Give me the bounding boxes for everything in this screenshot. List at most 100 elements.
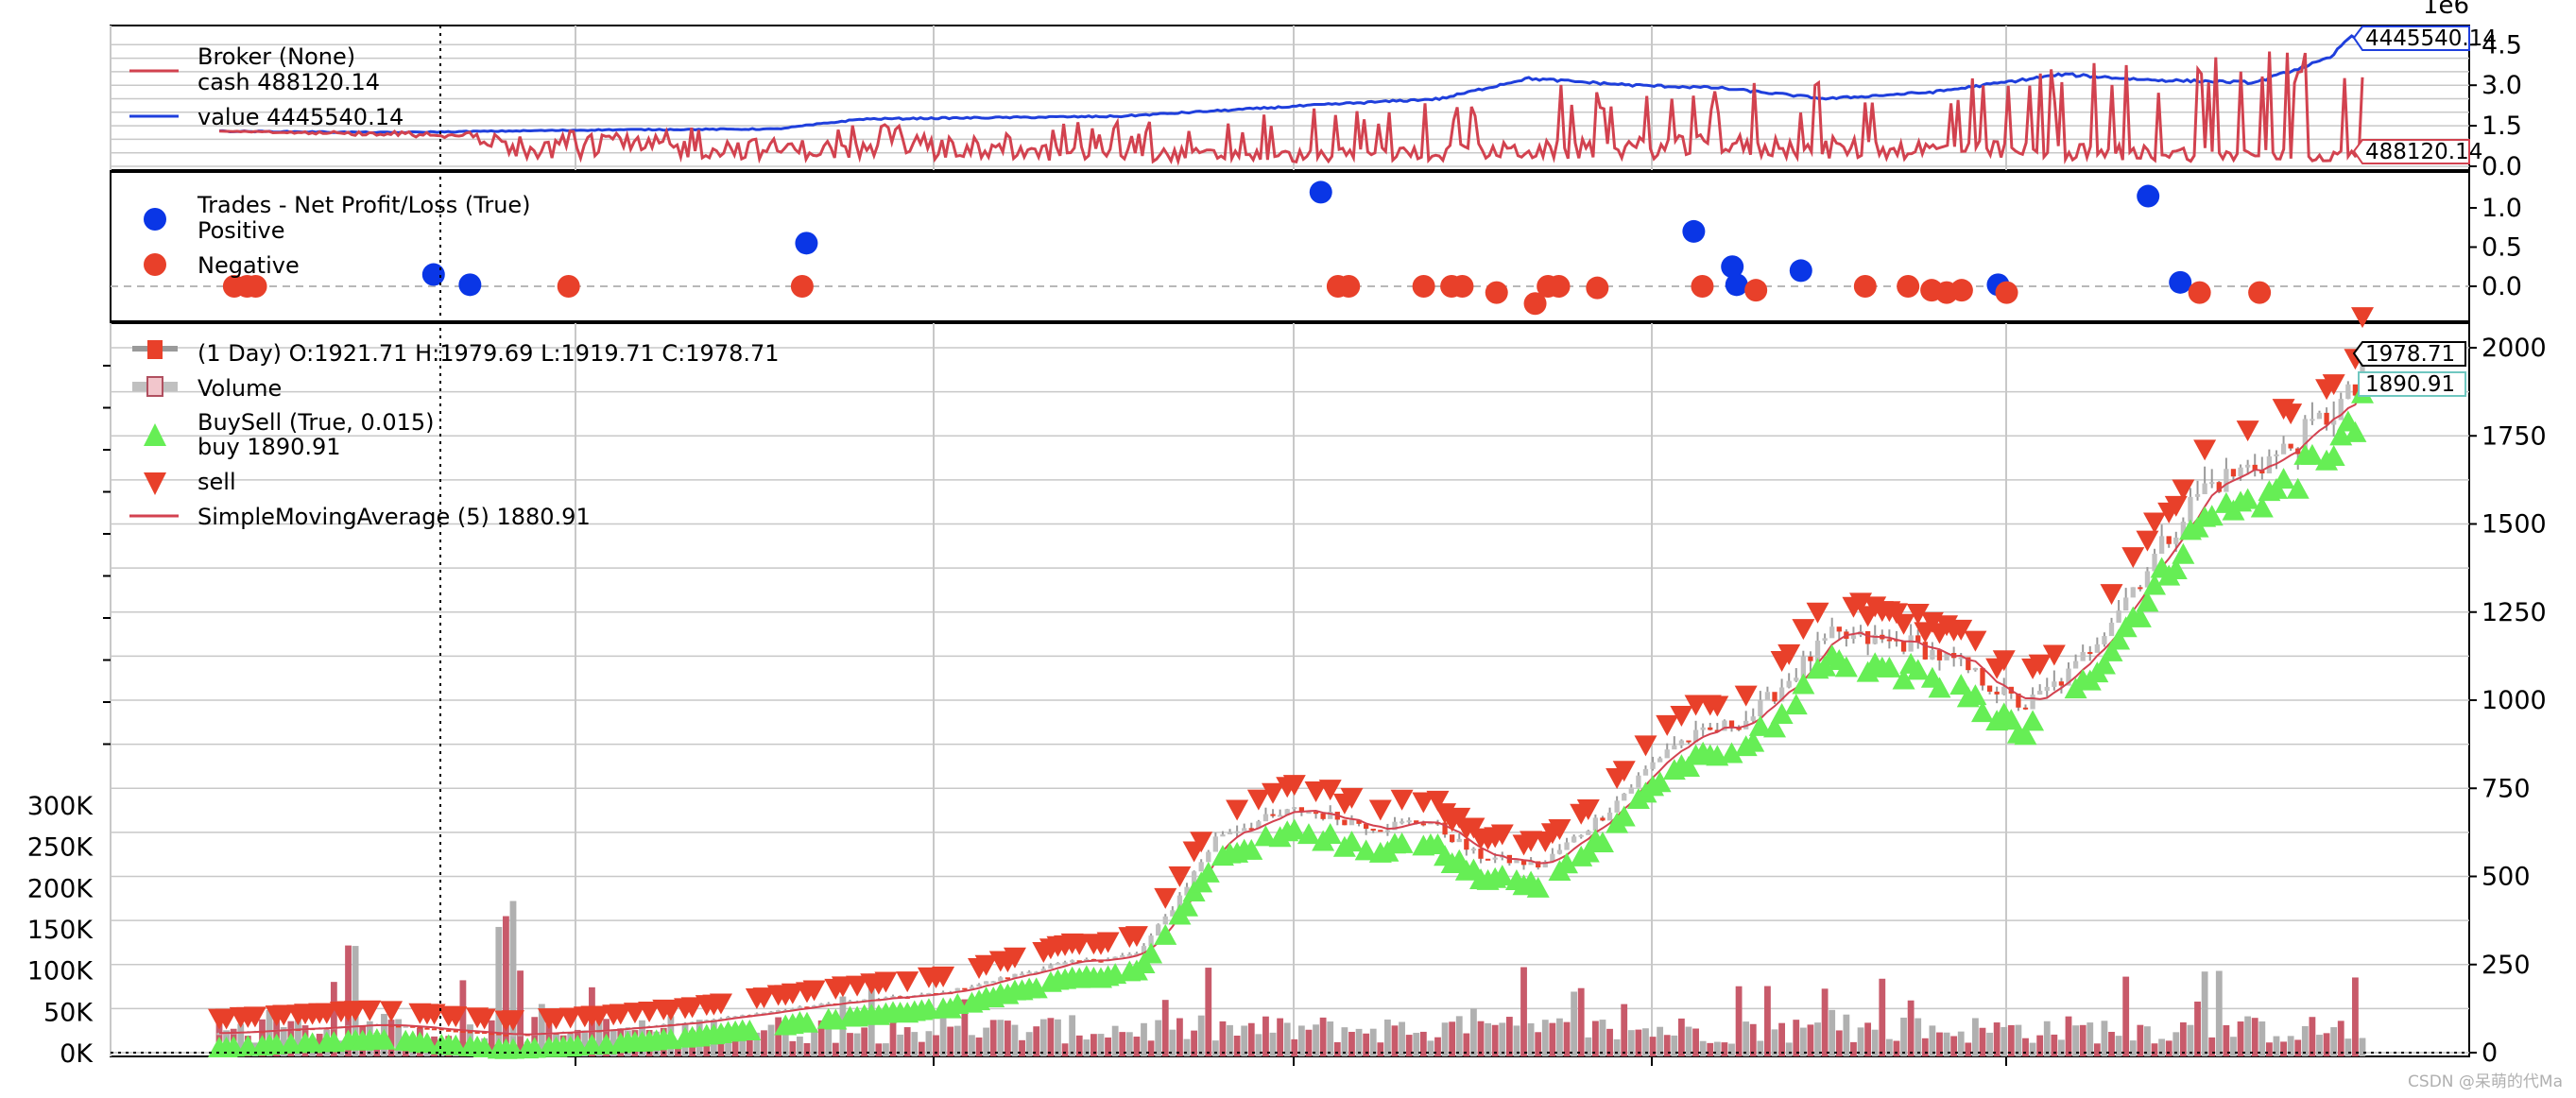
sell-marker bbox=[1226, 799, 1249, 821]
candle-body bbox=[1420, 823, 1426, 826]
candle-body bbox=[797, 1006, 803, 1009]
candle-body bbox=[754, 1013, 760, 1016]
sell-marker bbox=[1368, 799, 1392, 821]
candle-body bbox=[969, 986, 975, 989]
candle-body bbox=[410, 1025, 416, 1028]
buy-marker bbox=[1282, 818, 1306, 840]
volume-bar bbox=[1105, 1037, 1111, 1056]
volume-bar bbox=[1957, 1031, 1965, 1056]
volume-bar bbox=[2007, 1024, 2015, 1056]
candle-body bbox=[1084, 958, 1090, 962]
volume-bar bbox=[1055, 1019, 1061, 1056]
buy-marker bbox=[1576, 841, 1600, 863]
sell-marker bbox=[1462, 817, 1485, 839]
volume-bar bbox=[2265, 1042, 2273, 1056]
volume-bar bbox=[1677, 1018, 1685, 1056]
volume-bar bbox=[1405, 1035, 1413, 1056]
volume-bar bbox=[2179, 1021, 2187, 1056]
svg-text:1890.91: 1890.91 bbox=[2365, 372, 2455, 397]
broker-legend-title: Broker (None) bbox=[197, 43, 355, 70]
volume-bar bbox=[1269, 1032, 1277, 1056]
volume-bar bbox=[797, 1036, 803, 1056]
sell-marker bbox=[1246, 789, 1270, 811]
volume-bar bbox=[2122, 976, 2130, 1056]
volume-bar bbox=[1255, 1034, 1262, 1056]
volume-bar bbox=[1879, 978, 1886, 1056]
volume-bar bbox=[330, 982, 337, 1056]
volume-bar bbox=[1785, 1042, 1793, 1056]
candle-body bbox=[1536, 861, 1541, 867]
volume-bar bbox=[1505, 1017, 1513, 1056]
candle-body bbox=[1708, 727, 1713, 730]
volume-bar bbox=[997, 1020, 1005, 1056]
candle-body bbox=[1112, 956, 1118, 959]
candle-body bbox=[1794, 678, 1799, 681]
sell-marker bbox=[2172, 479, 2195, 501]
buy-marker bbox=[1176, 895, 1199, 917]
candle-body bbox=[1184, 886, 1190, 896]
volume-bar bbox=[1205, 968, 1212, 1056]
volume-bar bbox=[1491, 1024, 1499, 1056]
volume-bar bbox=[1829, 1009, 1836, 1056]
volume-bar bbox=[1649, 1037, 1657, 1056]
volume-bar bbox=[1355, 1028, 1363, 1056]
volume-bar bbox=[1262, 1016, 1269, 1056]
candle-body bbox=[2094, 643, 2100, 653]
trades-legend-title: Trades - Net Profit/Loss (True) bbox=[197, 192, 531, 218]
candle-body bbox=[1650, 762, 1656, 769]
volume-bar bbox=[1857, 1027, 1864, 1056]
volume-bar bbox=[2294, 1039, 2302, 1056]
candle-body bbox=[2259, 470, 2265, 474]
candle-body bbox=[1485, 858, 1491, 861]
candle-body bbox=[1292, 807, 1297, 810]
sell-marker bbox=[1656, 714, 1679, 736]
volume-bar bbox=[1749, 1023, 1757, 1056]
candle-body bbox=[1070, 960, 1075, 963]
sell-marker bbox=[1684, 695, 1708, 716]
broker-series bbox=[218, 34, 2364, 166]
candle-body bbox=[983, 981, 989, 985]
candle-body bbox=[1814, 641, 1821, 661]
buy-marker bbox=[2092, 653, 2116, 675]
trades-legend: Trades - Net Profit/Loss (True) Positive… bbox=[144, 192, 531, 279]
candle-body bbox=[2037, 691, 2043, 695]
sell-marker bbox=[680, 997, 704, 1019]
volume-bar bbox=[2043, 1021, 2051, 1056]
svg-text:1978.71: 1978.71 bbox=[2365, 342, 2455, 367]
candle-body bbox=[446, 1029, 452, 1032]
volume-bar bbox=[1191, 1030, 1198, 1056]
buy-marker bbox=[415, 1032, 438, 1054]
volume-bar bbox=[2301, 1025, 2309, 1056]
volume-bar bbox=[2309, 1017, 2316, 1056]
axis-ticks: 0.0 1.5 3.0 4.5 0.0 0.5 1.0 0 250 500 750 1000 1250 1… bbox=[27, 30, 2547, 1069]
candle-body bbox=[1399, 821, 1405, 824]
volume-bar bbox=[1383, 1019, 1391, 1056]
candle-body bbox=[2188, 496, 2193, 523]
candle-body bbox=[740, 1015, 746, 1018]
candle-body bbox=[2331, 420, 2337, 425]
volume-bar bbox=[1133, 1037, 1141, 1056]
volume-bar bbox=[2323, 1033, 2330, 1056]
price-legend: (1 Day) O:1921.71 H:1979.69 L:1919.71 C:… bbox=[129, 340, 780, 530]
volume-bar bbox=[789, 1040, 797, 1056]
candle-body bbox=[704, 1020, 710, 1022]
candle-body bbox=[1098, 960, 1104, 963]
volume-bar bbox=[781, 1035, 789, 1056]
volume-bar bbox=[1441, 1022, 1449, 1056]
volume-bar bbox=[2201, 971, 2208, 1056]
volume-ytick-label: 250K bbox=[27, 833, 94, 863]
sell-legend-swatch bbox=[144, 472, 166, 495]
volume-bar bbox=[1211, 1040, 1219, 1056]
negative-trade-marker bbox=[1691, 275, 1714, 298]
volume-bar bbox=[495, 926, 503, 1056]
volume-bar bbox=[803, 1042, 811, 1056]
candle-body bbox=[1141, 946, 1147, 953]
volume-bar bbox=[817, 1020, 825, 1056]
volume-bar bbox=[1556, 1018, 1563, 1056]
candle-body bbox=[2230, 469, 2237, 477]
candle-body bbox=[1700, 727, 1706, 730]
volume-bar bbox=[1764, 986, 1771, 1056]
volume-bar bbox=[2352, 977, 2359, 1056]
volume-bar bbox=[903, 1027, 911, 1056]
